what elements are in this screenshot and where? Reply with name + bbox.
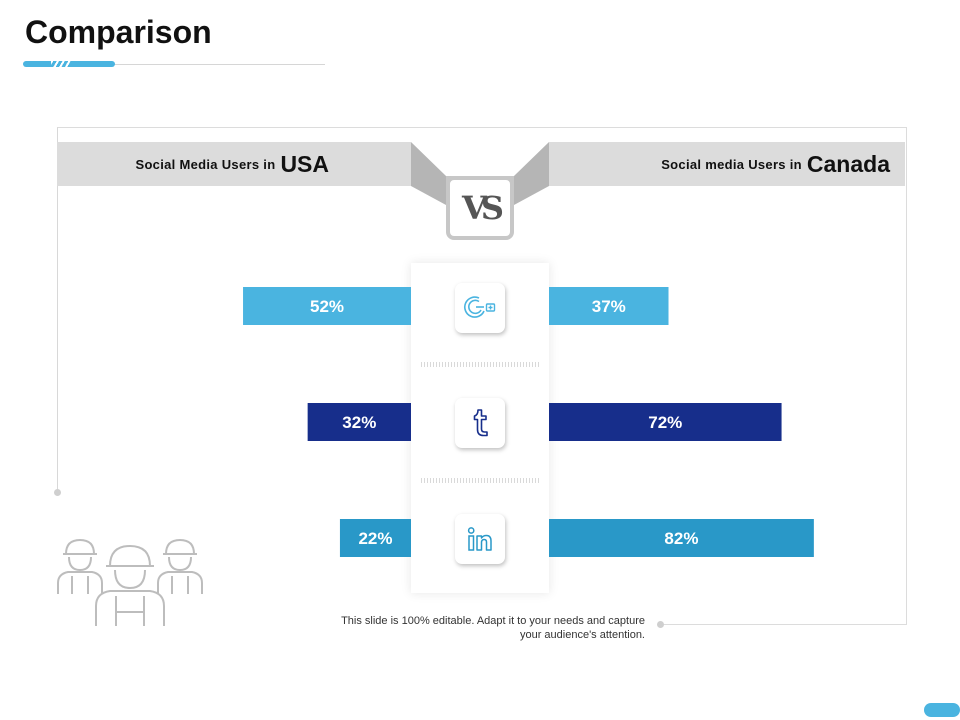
canada-bar-google — [549, 287, 669, 325]
canada-value-label: 72% — [648, 413, 682, 432]
canada-value-label: 82% — [664, 529, 698, 548]
frame-dot-left — [54, 489, 61, 496]
vs-badge: VS — [446, 176, 514, 240]
footnote-line-2: your audience's attention. — [519, 629, 645, 641]
page-indicator — [924, 703, 960, 717]
canada-value-label: 37% — [592, 297, 626, 316]
usa-bar-linkedin — [339, 519, 411, 557]
google-plus-icon — [455, 283, 505, 333]
vs-label: VS — [462, 189, 504, 227]
usa-value-label: 52% — [310, 297, 344, 316]
usa-value-label: 32% — [342, 413, 376, 432]
footnote-line-1: This slide is 100% editable. Adapt it to… — [341, 615, 645, 627]
usa-bar-tumblr — [307, 403, 411, 441]
separator — [421, 478, 539, 483]
title-underline — [25, 64, 325, 65]
canada-header-label: Social media Users in — [661, 156, 802, 172]
canada-bar-linkedin — [549, 519, 814, 557]
title-accent-bar — [23, 61, 115, 67]
linkedin-icon — [455, 514, 505, 564]
usa-value-label: 22% — [358, 529, 392, 548]
usa-bar-google — [243, 287, 411, 325]
frame-dot-bottom — [657, 621, 664, 628]
workers-icon — [57, 538, 203, 626]
usa-header: Social Media Users in USA — [57, 142, 411, 186]
usa-header-label: Social Media Users in — [135, 156, 276, 172]
canada-header-country: Canada — [806, 150, 890, 177]
separator — [421, 362, 539, 367]
tumblr-icon — [455, 398, 505, 448]
usa-header-country: USA — [280, 150, 329, 177]
page-title: Comparison — [25, 14, 212, 50]
footnote: This slide is 100% editable. Adapt it to… — [290, 614, 645, 642]
canada-header: Social media Users in Canada — [549, 142, 905, 186]
canada-bar-tumblr — [549, 403, 782, 441]
